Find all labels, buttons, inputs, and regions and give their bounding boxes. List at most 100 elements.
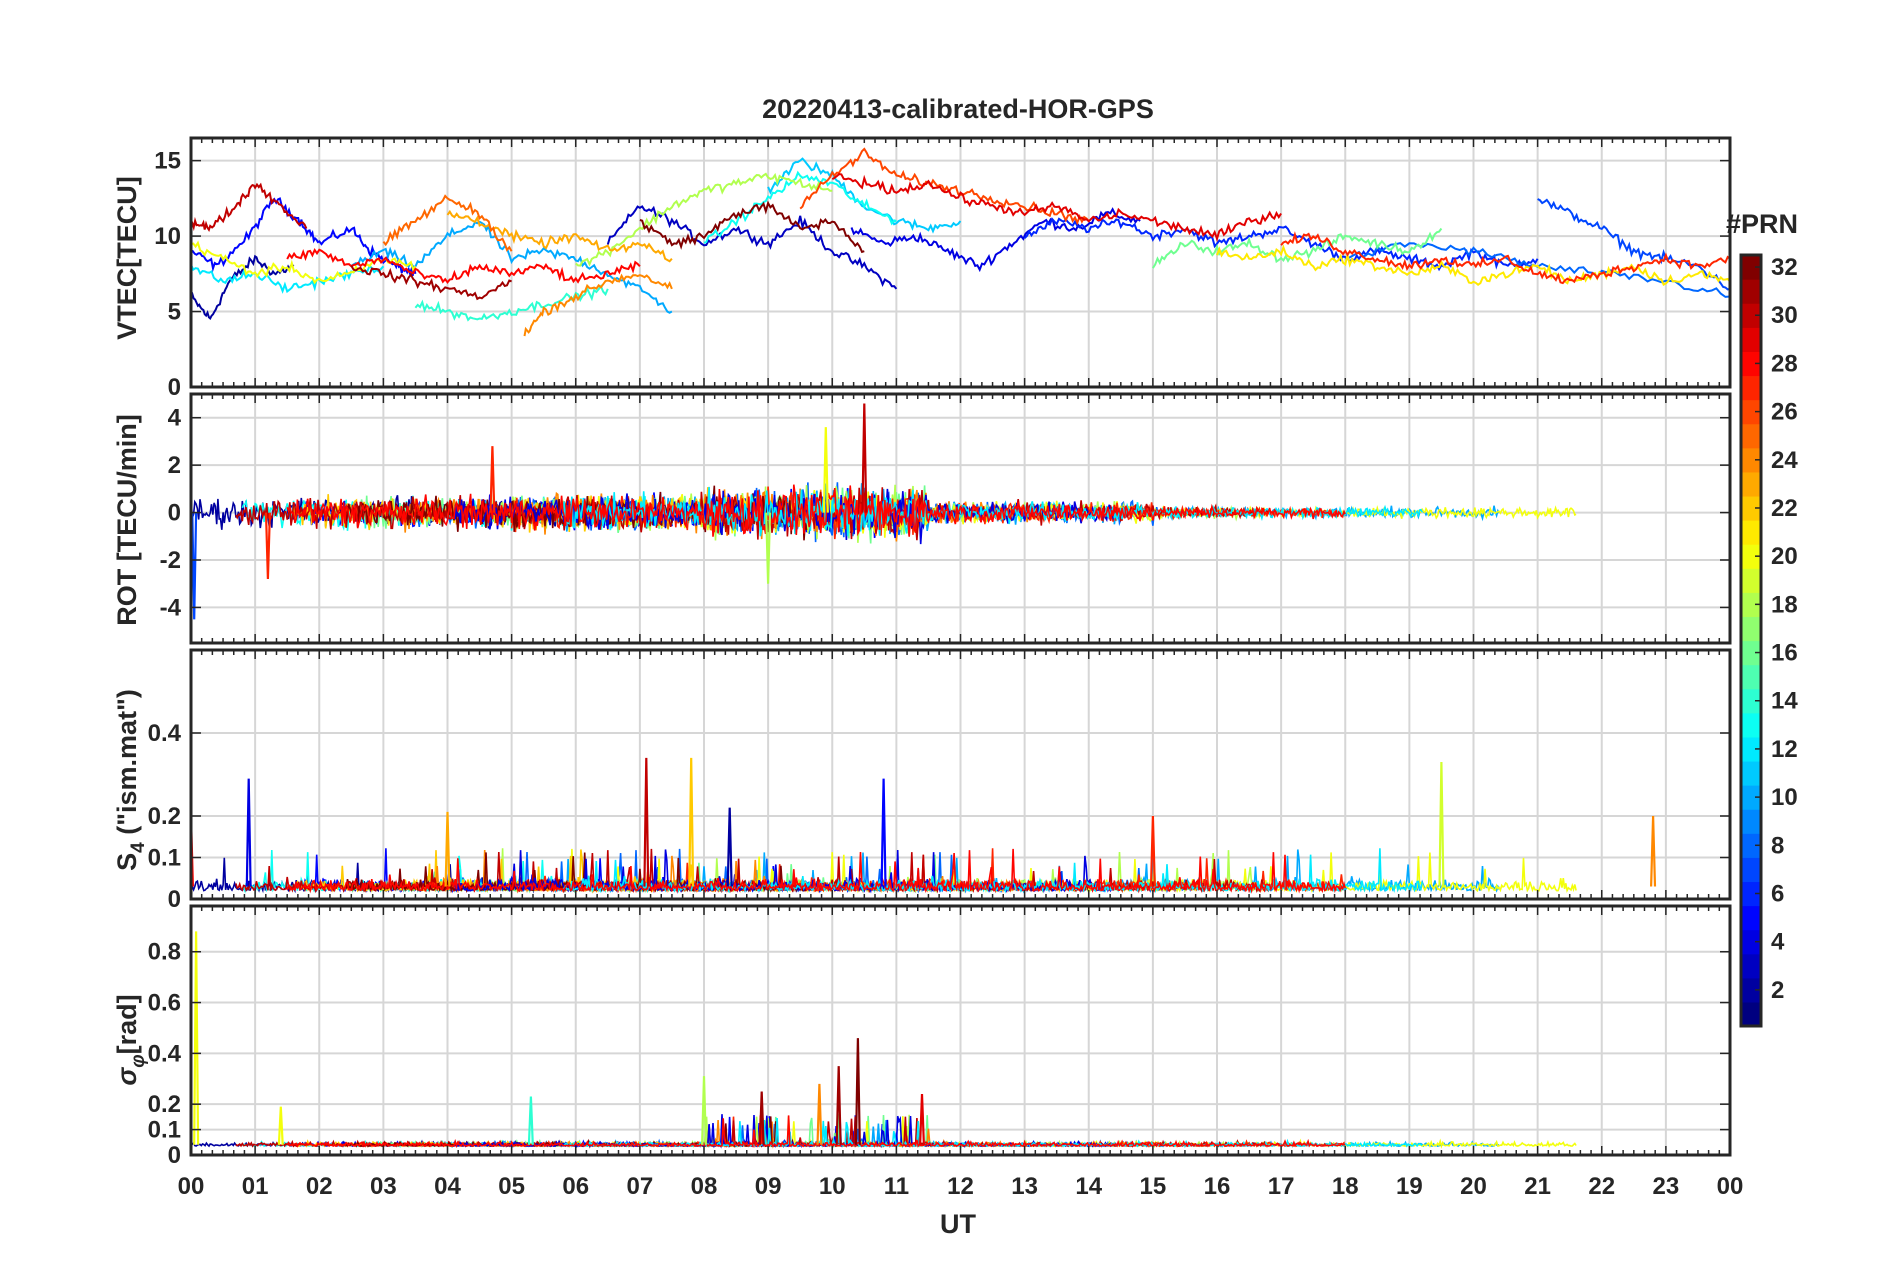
peak-spike-prn-19 [1438,761,1445,887]
x-tick-label: 13 [1011,1173,1038,1200]
noise-trace-prn-28 [286,848,1346,894]
x-tick-label: 22 [1588,1173,1615,1200]
vtec-series-prn-21 [1216,244,1730,286]
colorbar-swatch [1741,785,1761,810]
peak-spike-prn-30 [643,757,650,887]
colorbar-frame [1739,253,1763,1028]
peak-spike-prn-30 [861,403,868,513]
x-tick-label: 00 [178,1173,205,1200]
vtec-series-prn-20 [191,240,417,285]
colorbar-swatch [1741,423,1761,449]
colorbar-tick-label: 10 [1771,784,1798,811]
colorbar-swatch [1741,255,1761,280]
x-tick-label: 07 [627,1173,654,1200]
y-tick-label: 5 [168,299,181,326]
peak-spike-prn-32 [854,1038,861,1145]
colorbar-swatch [1741,640,1761,666]
vtec-series-prn-16 [1152,227,1443,269]
colorbar-swatch [1741,327,1761,352]
x-tick-label: 01 [242,1173,269,1200]
x-tick-label: 03 [370,1173,397,1200]
vtec-series-prn-26 [799,147,1090,226]
vtec-series-prn-3 [606,205,898,290]
sigma-ylabel-rest: [rad] [112,994,142,1054]
vtec-series-prn-13 [703,170,897,244]
colorbar-swatch [1741,375,1761,401]
rot-ylabel: ROT [TECU/min] [112,414,142,625]
y-tick-label: 0 [168,374,181,401]
colorbar-swatch [1741,881,1761,907]
peak-spike-prn-20 [277,1106,284,1145]
x-tick-label: 08 [691,1173,718,1200]
vtec-series-prn-23 [446,209,673,263]
vtec-series-prn-32 [639,200,865,254]
peak-spike-prn-18 [701,1076,707,1145]
x-axis-label: UT [940,1209,976,1239]
colorbar-swatch [1741,929,1761,955]
x-tick-label: 14 [1075,1173,1102,1200]
y-tick-label: 0.8 [148,939,181,966]
peak-spike-prn-31 [758,1091,765,1145]
colorbar-swatch [1741,544,1761,569]
peak-spike-prn-22 [688,757,695,887]
vtec-series-prn-25 [382,194,513,252]
sigma-ylabel-main: σ [112,1067,142,1086]
peak-spike-prn-29 [919,1093,925,1145]
colorbar-swatch [1741,977,1761,1003]
colorbar-swatch [1741,471,1761,497]
vtec-ylabel: VTEC[TECU] [112,176,142,340]
colorbar-swatch [1741,688,1761,714]
vtec-series-prn-29 [831,173,1282,243]
x-tick-label: 19 [1396,1173,1423,1200]
colorbar-tick-label: 28 [1771,350,1798,377]
colorbar-swatch [1741,905,1761,931]
vtec-series-prn-31 [350,265,512,301]
s4-ylabel-rest: ("ism.mat") [112,689,142,842]
colorbar-swatch [1741,1001,1761,1027]
colorbar-swatch [1741,520,1761,545]
peak-spike-prn-24 [1650,815,1657,887]
peak-spike-prn-2 [726,807,733,887]
y-tick-label: 2 [168,452,181,479]
sigma-ylabel-sub: φ [128,1054,149,1067]
y-tick-label: -2 [160,547,181,574]
y-tick-label: 10 [154,223,181,250]
colorbar-swatch [1741,447,1761,473]
x-tick-label: 02 [306,1173,333,1200]
chart-title: 20220413-calibrated-HOR-GPS [762,94,1154,124]
s4-ylabel: S4 ("ism.mat") [112,689,149,871]
colorbar-tick-label: 6 [1771,880,1784,907]
colorbar-tick-label: 4 [1771,929,1785,956]
colorbar-swatch [1741,592,1761,617]
vtec-series-prn-18 [575,172,833,267]
x-tick-label: 11 [884,1173,909,1200]
y-tick-label: 0 [168,500,181,527]
peak-spike-prn-5 [880,778,887,887]
colorbar-tick-label: 8 [1771,832,1784,859]
vtec-series-prn-24 [523,273,673,337]
peak-spike-prn-20 [193,931,200,1145]
x-axis-ticks: 00 01 02 03 04 05 06 07 08 09 10 11 12 13 14 15 16 17 18 19… [178,1173,1744,1200]
rot-panel: -4 -2 0 2 4 [160,392,1732,645]
colorbar-tick-label: 24 [1771,447,1798,474]
peak-spike-prn-27 [1149,815,1156,887]
peak-spike-prn-18 [765,512,772,584]
s4-ylabel-sub: 4 [128,842,149,853]
colorbar-swatch [1741,736,1761,762]
colorbar-swatch [1741,833,1761,858]
x-tick-label: 09 [755,1173,782,1200]
peak-spike-prn-27 [489,446,496,513]
vtec-series-prn-10 [350,220,673,314]
colorbar-swatch [1741,760,1761,786]
colorbar-tick-label: 26 [1771,399,1798,426]
peak-spike-prn-24 [816,1083,823,1145]
s4-panel: 0 0.1 0.2 0.4 [148,648,1732,913]
colorbar-swatch [1741,568,1761,593]
x-tick-label: 18 [1332,1173,1359,1200]
x-tick-label: 04 [434,1173,461,1200]
colorbar-swatch [1741,279,1761,304]
x-tick-label: 23 [1653,1173,1680,1200]
noise-trace-prn-28 [286,1115,1346,1149]
